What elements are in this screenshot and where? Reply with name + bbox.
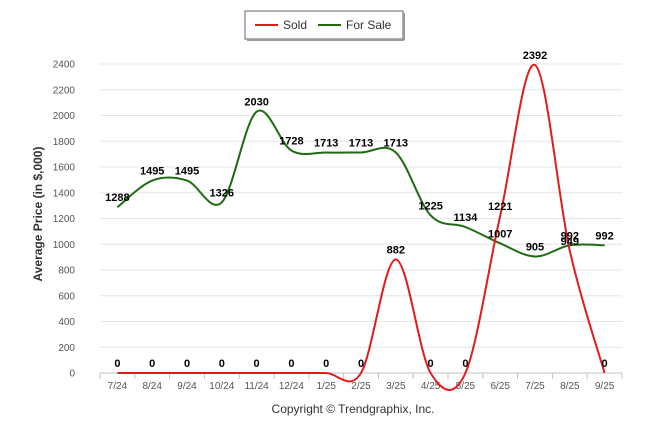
data-label-for-sale: 1713 (314, 137, 338, 149)
data-label-sold: 0 (184, 358, 190, 370)
data-label-for-sale: 1728 (279, 136, 303, 148)
data-label-for-sale: 2030 (244, 97, 268, 109)
y-tick-label: 1600 (53, 163, 76, 174)
data-label-for-sale: 1495 (175, 166, 199, 178)
data-label-sold: 0 (149, 358, 155, 370)
series-line-sold[interactable] (117, 64, 606, 392)
data-label-for-sale: 1007 (488, 228, 512, 240)
x-tick-label: 3/25 (386, 381, 406, 392)
data-label-sold: 0 (323, 358, 329, 370)
data-label-sold: 882 (387, 244, 405, 256)
y-tick-label: 400 (58, 317, 75, 328)
data-label-for-sale: 992 (595, 230, 613, 242)
legend-label-sold[interactable]: Sold (283, 18, 307, 32)
gridlines (100, 63, 622, 348)
data-label-sold: 0 (219, 358, 225, 370)
x-tick-label: 1/25 (316, 381, 336, 392)
data-label-for-sale: 1713 (384, 137, 408, 149)
x-tick-label: 8/24 (142, 381, 162, 392)
data-label-sold: 0 (114, 358, 120, 370)
data-label-for-sale: 1288 (105, 192, 129, 204)
x-tick-label: 12/24 (279, 381, 304, 392)
y-tick-label: 2400 (53, 60, 76, 71)
data-label-for-sale: 1225 (418, 200, 442, 212)
y-tick-label: 600 (58, 291, 75, 302)
legend-label-for-sale[interactable]: For Sale (346, 18, 392, 32)
x-tick-label: 9/25 (595, 381, 615, 392)
x-tick-label: 10/24 (209, 381, 234, 392)
y-tick-label: 0 (69, 369, 75, 380)
data-label-for-sale: 905 (526, 241, 544, 253)
y-tick-label: 800 (58, 266, 75, 277)
data-label-for-sale: 992 (561, 230, 579, 242)
data-label-sold: 0 (462, 358, 468, 370)
y-tick-label: 1800 (53, 137, 76, 148)
data-label-for-sale: 1713 (349, 137, 373, 149)
data-label-sold: 0 (428, 358, 434, 370)
data-label-sold: 0 (602, 358, 608, 370)
data-label-for-sale: 1134 (453, 212, 478, 224)
copyright-credit: Copyright © Trendgraphix, Inc. (272, 402, 435, 416)
x-tick-label: 11/24 (244, 381, 269, 392)
y-tick-label: 200 (58, 343, 75, 354)
data-label-sold: 1221 (488, 201, 512, 213)
series-line-for-sale[interactable] (116, 109, 605, 258)
x-tick-label: 7/24 (108, 381, 128, 392)
data-label-sold: 0 (288, 358, 294, 370)
y-tick-label: 2200 (53, 85, 76, 96)
y-tick-label: 2000 (53, 111, 76, 122)
data-label-for-sale: 1326 (210, 187, 234, 199)
x-tick-label: 7/25 (525, 381, 545, 392)
data-label-for-sale: 1495 (140, 166, 164, 178)
y-tick-label: 1200 (53, 214, 76, 225)
data-label-sold: 0 (254, 358, 260, 370)
x-tick-label: 4/25 (421, 381, 441, 392)
y-axis-title: Average Price (in $,000) (31, 147, 45, 282)
series-lines (116, 64, 606, 392)
data-label-sold: 949 (561, 236, 579, 248)
x-tick-label: 9/24 (177, 381, 197, 392)
data-label-sold: 2392 (523, 50, 547, 62)
x-tick-label: 5/25 (456, 381, 476, 392)
x-tick-label: 8/25 (560, 381, 580, 392)
x-tick-labels: 7/24 8/24 9/24 10/24 11/24 12/24 1/25 2/25 3/25 4… (99, 373, 623, 392)
data-labels: 0 0 0 0 0 0 0 0 882 0 0 1221 2392 949 0 1288 1495 1495 132… (105, 50, 614, 370)
y-tick-label: 1400 (53, 188, 76, 199)
y-tick-label: 1000 (53, 240, 76, 251)
y-tick-labels: 0 200 400 600 800 1000 1200 1400 1600 1800 2000 220… (53, 60, 76, 380)
legend: Sold For Sale (244, 10, 405, 41)
data-label-sold: 0 (358, 358, 364, 370)
x-tick-label: 2/25 (351, 381, 371, 392)
x-tick-label: 6/25 (490, 381, 510, 392)
